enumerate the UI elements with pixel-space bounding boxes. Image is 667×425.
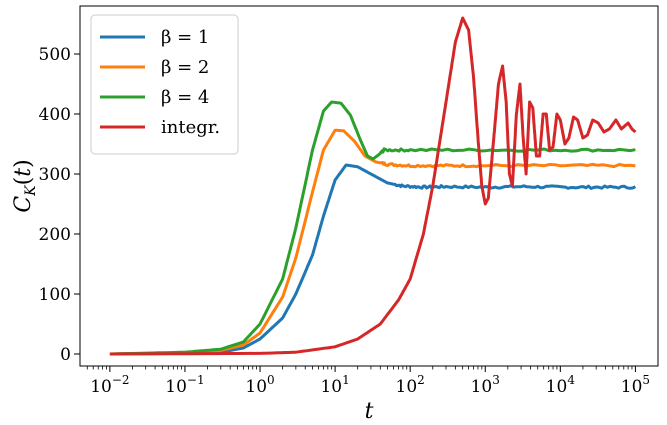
x-tick-label: 101 — [320, 373, 349, 397]
x-tick-label: 104 — [546, 373, 576, 397]
series-line-3 — [109, 16, 637, 356]
series-line-1 — [109, 128, 636, 356]
y-tick-label: 500 — [39, 45, 71, 65]
x-tick-label: 10−2 — [90, 373, 129, 397]
x-tick-label: 100 — [245, 373, 274, 397]
y-tick-label: 0 — [60, 345, 71, 365]
x-tick-label: 103 — [471, 373, 500, 397]
plot-frame — [79, 5, 659, 367]
y-tick-label: 100 — [39, 285, 71, 305]
y-tick-label: 400 — [39, 105, 71, 125]
series-line-0 — [109, 163, 637, 356]
y-axis-label: CK(t) — [11, 159, 39, 212]
legend-label: integr. — [161, 117, 220, 138]
x-tick-label: 10−1 — [165, 373, 204, 397]
x-axis-label: t — [365, 399, 374, 424]
series-line-2 — [109, 100, 636, 356]
x-tick-label: 102 — [396, 373, 425, 397]
legend-box — [90, 14, 239, 155]
legend-label: β = 2 — [161, 57, 209, 78]
y-tick-label: 200 — [39, 225, 71, 245]
legend-label: β = 1 — [161, 27, 209, 48]
y-tick-label: 300 — [39, 165, 71, 185]
legend-label: β = 4 — [161, 87, 209, 108]
x-tick-label: 105 — [621, 373, 650, 397]
